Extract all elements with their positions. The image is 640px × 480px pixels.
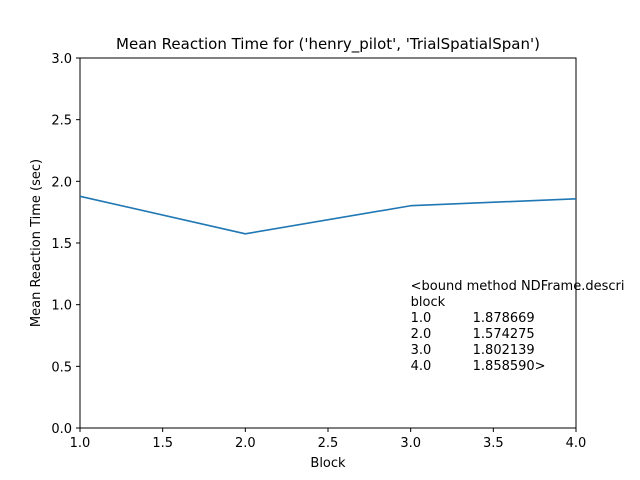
- y-axis: 0.0 0.5 1.0 1.5 2.0 2.5 3.0: [51, 52, 80, 437]
- annotation-line: block: [411, 295, 446, 310]
- annotation-line: 3.0 1.802139: [411, 343, 535, 358]
- y-tick-label: 3.0: [51, 52, 72, 67]
- annotation-line: 4.0 1.858590>: [411, 359, 546, 374]
- x-axis: 1.0 1.5 2.0 2.5 3.0 3.5 4.0: [70, 428, 587, 451]
- annotation-line: 2.0 1.574275: [411, 327, 535, 342]
- y-tick-label: 1.0: [51, 299, 72, 314]
- y-tick-label: 0.5: [51, 360, 72, 375]
- y-tick-label: 2.0: [51, 175, 72, 190]
- x-tick-label: 3.0: [400, 436, 421, 451]
- annotation-line: <bound method NDFrame.descri: [411, 279, 625, 294]
- series-layer: [79, 195, 577, 235]
- x-tick-label: 4.0: [566, 436, 587, 451]
- y-axis-label: Mean Reaction Time (sec): [29, 159, 44, 327]
- x-tick-label: 2.0: [235, 436, 256, 451]
- x-tick-label: 2.5: [318, 436, 339, 451]
- series-line: [79, 195, 577, 235]
- annotation-line: 1.0 1.878669: [411, 311, 535, 326]
- x-tick-label: 1.5: [152, 436, 173, 451]
- y-tick-label: 1.5: [51, 237, 72, 252]
- x-tick-label: 1.0: [70, 436, 91, 451]
- y-tick-label: 0.0: [51, 422, 72, 437]
- x-tick-label: 3.5: [483, 436, 504, 451]
- x-axis-label: Block: [310, 456, 346, 471]
- y-tick-label: 2.5: [51, 114, 72, 129]
- chart-title: Mean Reaction Time for ('henry_pilot', '…: [116, 35, 540, 54]
